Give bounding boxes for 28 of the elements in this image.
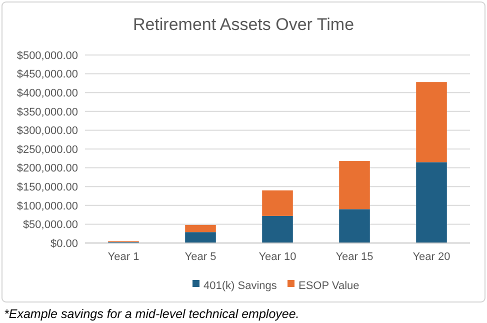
legend-label: 401(k) Savings — [204, 280, 278, 292]
y-tick-label: $200,000.00 — [16, 162, 78, 175]
bar — [185, 232, 216, 243]
y-tick-label: $100,000.00 — [16, 200, 78, 212]
y-tick-label: $150,000.00 — [16, 181, 78, 194]
chart-title: Retirement Assets Over Time — [132, 15, 354, 34]
y-tick-label: $300,000.00 — [16, 125, 78, 138]
y-tick-label: $250,000.00 — [16, 144, 78, 156]
bar — [339, 209, 370, 243]
text: *Example savings for a mid-level technical employee. — [4, 307, 300, 321]
bar — [339, 161, 370, 210]
y-tick-label: $450,000.00 — [16, 68, 78, 81]
bar — [416, 82, 447, 162]
y-tick-label: $400,000.00 — [16, 87, 78, 100]
legend-label: ESOP Value — [298, 280, 360, 292]
bar — [416, 162, 447, 243]
x-tick-label: Year 10 — [258, 251, 296, 263]
y-tick-label: $50,000.00 — [22, 219, 78, 232]
x-tick-label: Year 15 — [336, 251, 374, 263]
x-tick-label: Year 20 — [412, 251, 450, 263]
y-tick-label: $0.00 — [50, 238, 78, 250]
bar — [185, 224, 216, 232]
y-tick-label: $350,000.00 — [16, 106, 78, 118]
bar — [262, 190, 293, 216]
x-tick-label: Year 5 — [184, 251, 216, 263]
bar — [262, 216, 293, 243]
x-tick-label: Year 1 — [108, 251, 140, 263]
y-tick-label: $500,000.00 — [16, 50, 78, 62]
